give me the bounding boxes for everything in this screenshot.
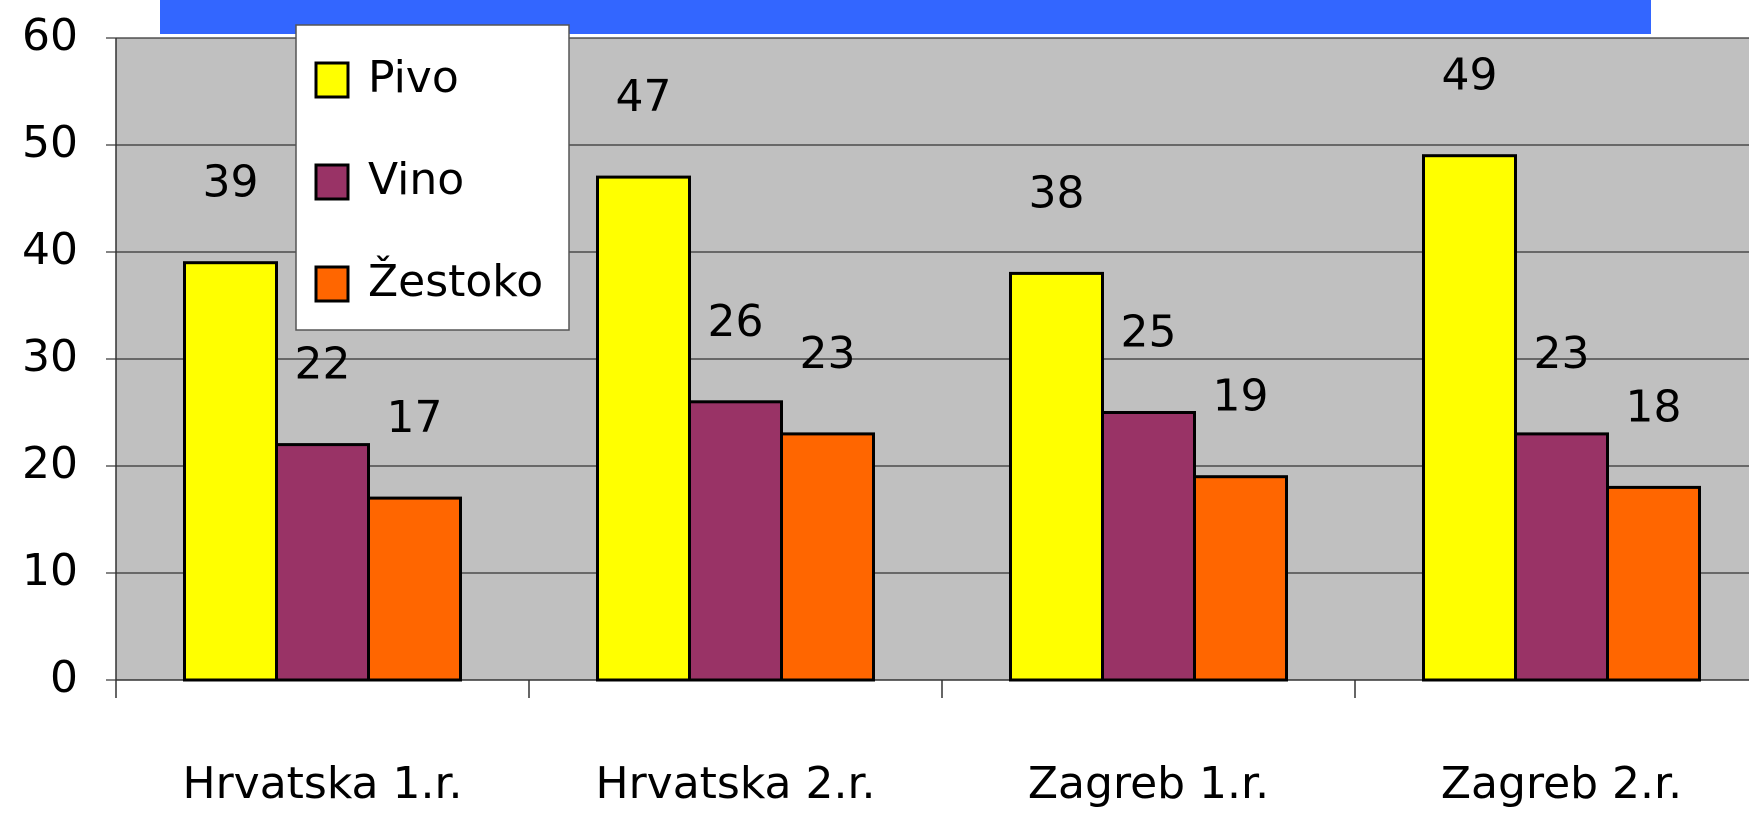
legend-swatch bbox=[314, 265, 350, 303]
bar bbox=[183, 261, 278, 682]
bar bbox=[1009, 271, 1104, 682]
bar bbox=[780, 432, 875, 682]
data-label: 49 bbox=[1442, 50, 1498, 101]
y-tick-label: 40 bbox=[22, 224, 78, 275]
bar bbox=[1514, 432, 1609, 682]
x-tick-label: Zagreb 2.r. bbox=[1441, 758, 1682, 809]
data-label: 39 bbox=[203, 157, 259, 208]
data-label: 25 bbox=[1121, 307, 1177, 358]
bar bbox=[367, 496, 462, 682]
legend-label: Pivo bbox=[368, 52, 459, 103]
legend-swatch bbox=[314, 163, 350, 201]
y-tick-label: 0 bbox=[50, 652, 78, 703]
data-label: 38 bbox=[1029, 167, 1085, 218]
data-label: 17 bbox=[387, 392, 443, 443]
y-tick-label: 60 bbox=[22, 10, 78, 61]
y-tick-label: 50 bbox=[22, 117, 78, 168]
data-label: 18 bbox=[1626, 381, 1682, 432]
y-tick-label: 10 bbox=[22, 545, 78, 596]
y-tick-label: 20 bbox=[22, 438, 78, 489]
bar bbox=[275, 443, 370, 682]
data-label: 22 bbox=[295, 339, 351, 390]
bar bbox=[688, 400, 783, 682]
bar bbox=[596, 175, 691, 682]
data-label: 26 bbox=[708, 296, 764, 347]
x-tick-label: Hrvatska 2.r. bbox=[595, 758, 875, 809]
x-tick-label: Hrvatska 1.r. bbox=[182, 758, 462, 809]
data-label: 47 bbox=[616, 71, 672, 122]
data-label: 19 bbox=[1213, 371, 1269, 422]
data-label: 23 bbox=[800, 328, 856, 379]
bar bbox=[1101, 411, 1196, 682]
data-label: 23 bbox=[1534, 328, 1590, 379]
legend-swatch bbox=[314, 61, 350, 99]
bar bbox=[1606, 485, 1701, 682]
legend-label: Žestoko bbox=[368, 254, 543, 307]
y-tick-label: 30 bbox=[22, 331, 78, 382]
x-tick-label: Zagreb 1.r. bbox=[1028, 758, 1269, 809]
bar bbox=[1193, 475, 1288, 682]
bar bbox=[1422, 154, 1517, 682]
legend-label: Vino bbox=[368, 154, 464, 205]
